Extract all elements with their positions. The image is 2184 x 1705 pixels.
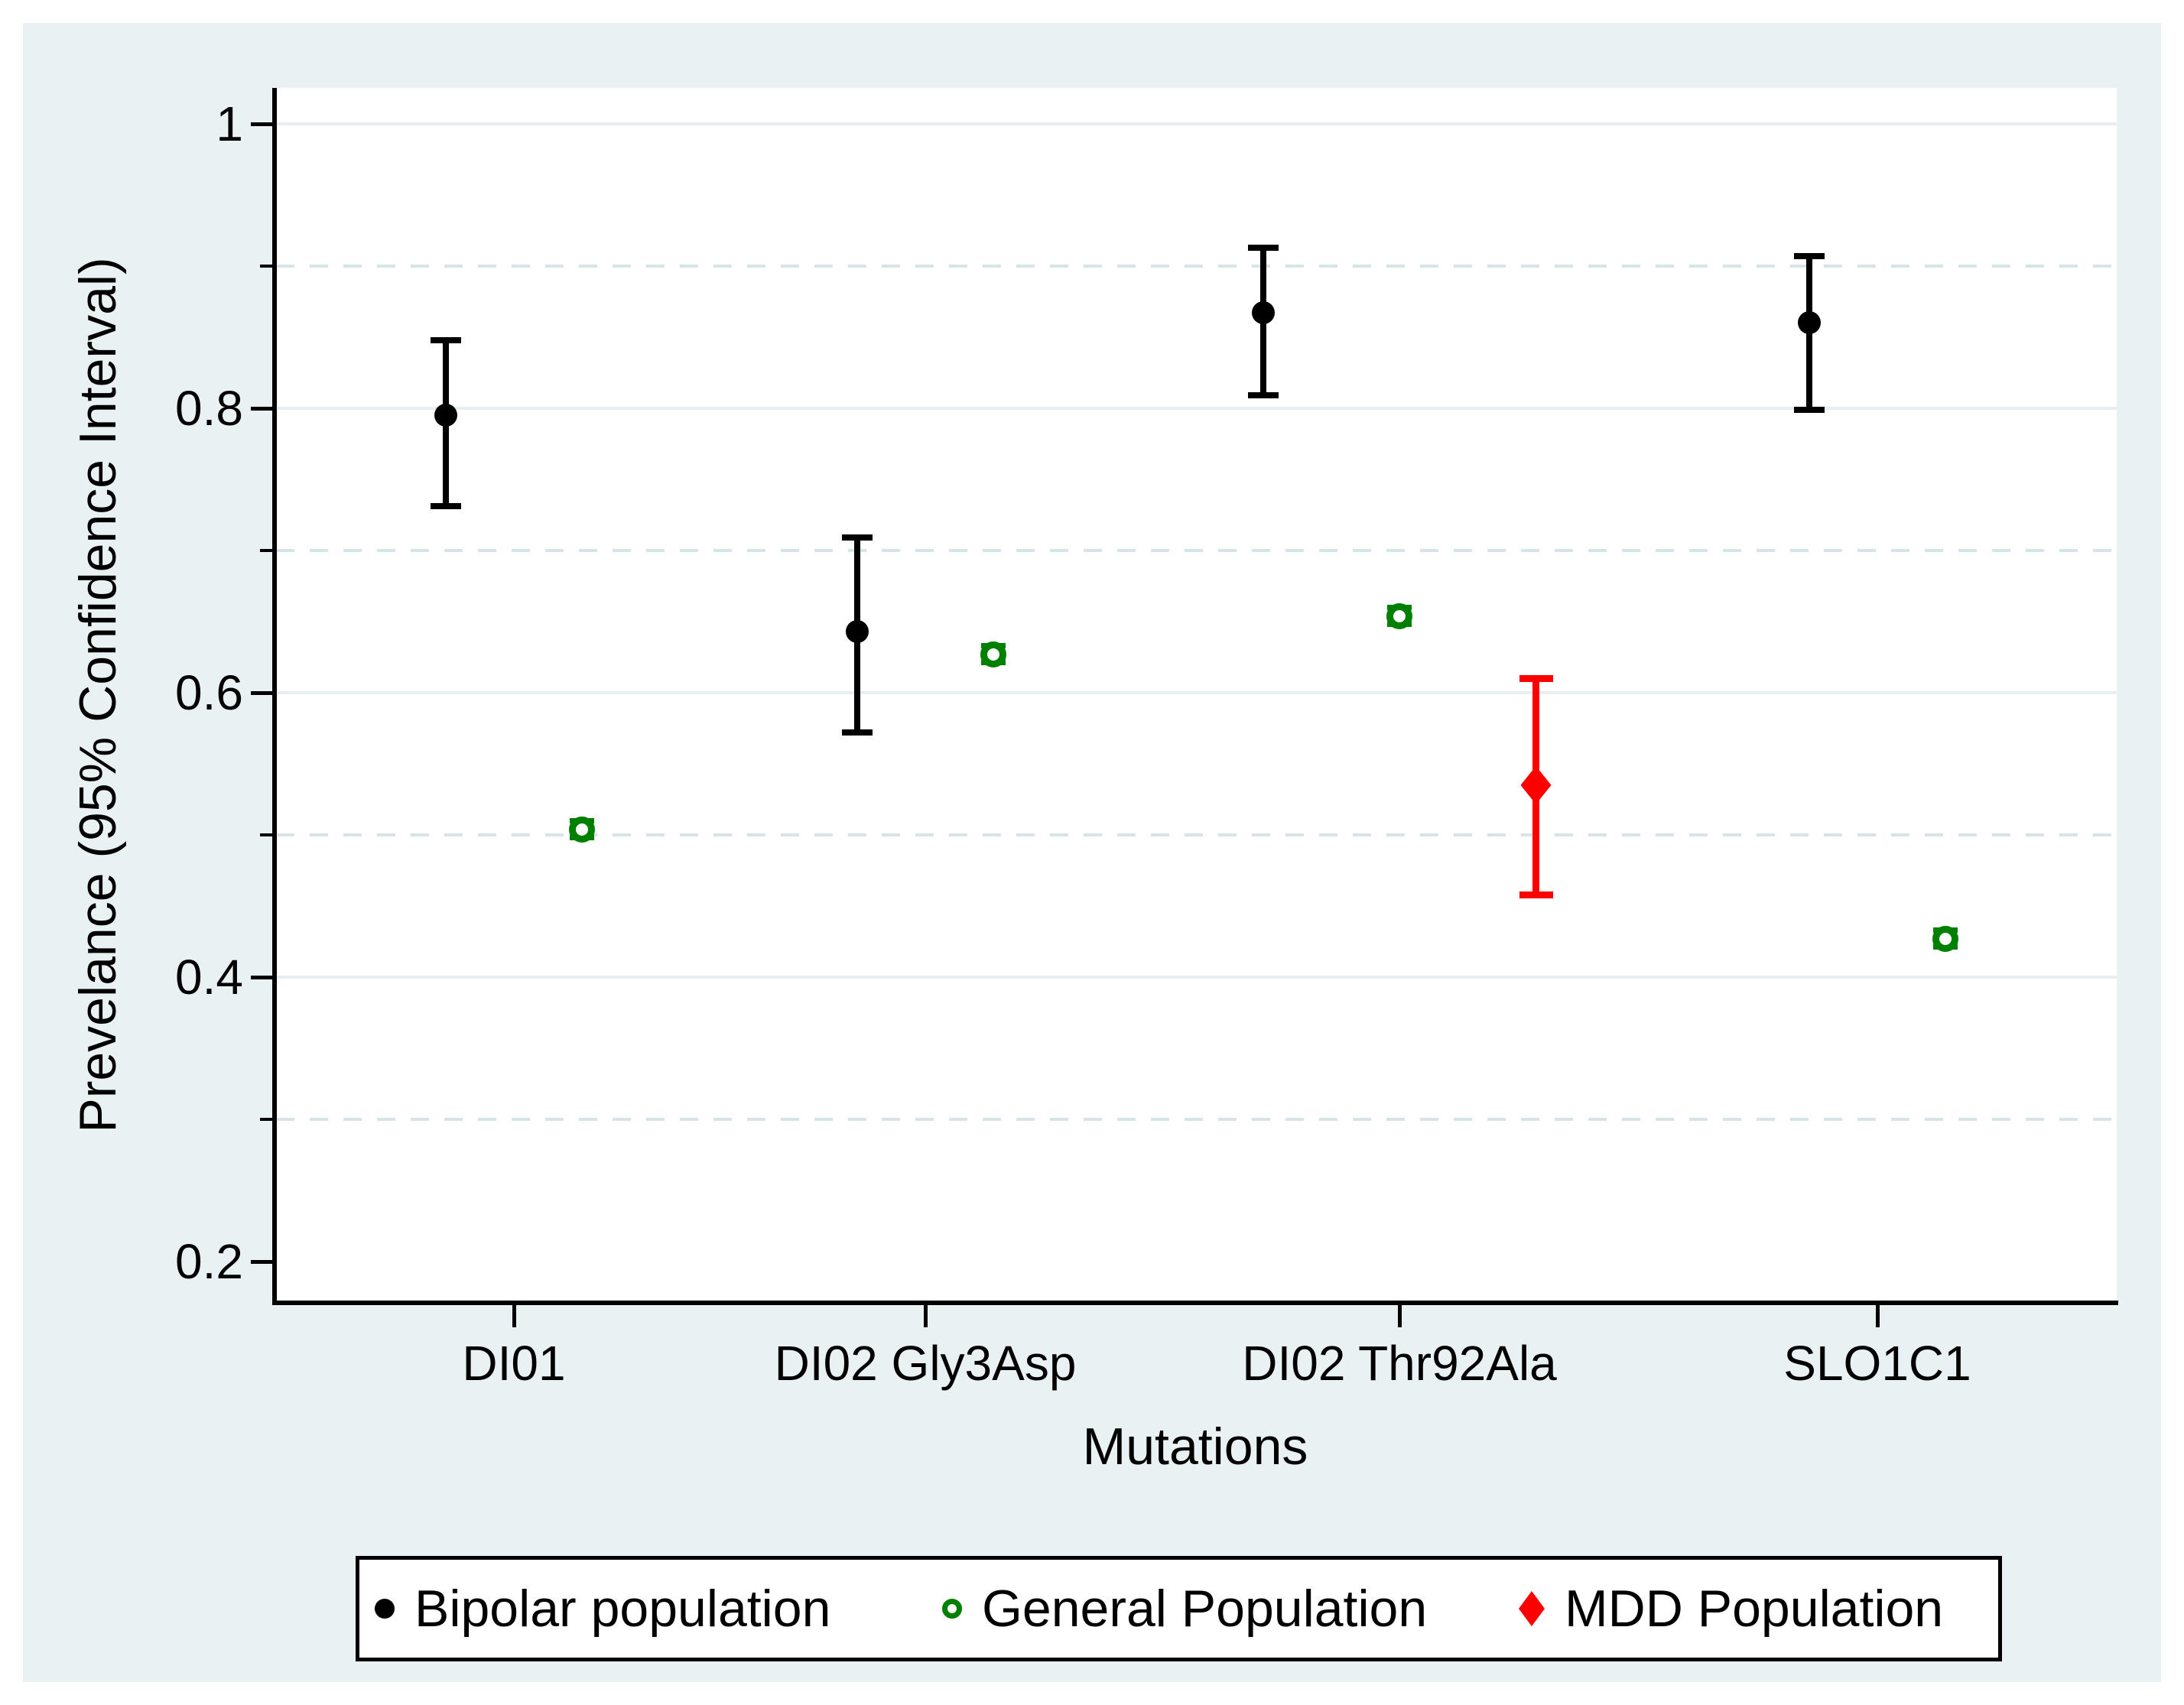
gridline-dashed bbox=[276, 265, 2117, 268]
error-bar-cap-upper bbox=[1519, 674, 1553, 682]
gridline-solid bbox=[276, 407, 2117, 410]
gridline-solid bbox=[276, 691, 2117, 694]
legend: Bipolar population General Population MD… bbox=[356, 1556, 2002, 1661]
y-axis-title: Prevelance (95% Confidence Interval) bbox=[69, 257, 127, 1133]
y-axis-line bbox=[272, 88, 277, 1305]
open-circle-icon bbox=[942, 1599, 962, 1619]
y-axis-minor-tick bbox=[260, 265, 272, 268]
legend-label-mdd: MDD Population bbox=[1565, 1580, 1944, 1638]
x-axis-title: Mutations bbox=[1082, 1418, 1308, 1476]
y-axis-tick-label: 0.6 bbox=[175, 665, 243, 720]
legend-item-bipolar: Bipolar population bbox=[375, 1560, 830, 1658]
x-axis-tick bbox=[1876, 1304, 1880, 1327]
data-point-open-circle bbox=[569, 816, 596, 843]
gridline-dashed bbox=[276, 549, 2117, 552]
x-axis-tick bbox=[512, 1304, 516, 1327]
error-bar-cap-lower bbox=[430, 503, 461, 510]
error-bar-cap-upper bbox=[430, 336, 461, 343]
y-axis-major-tick bbox=[251, 691, 272, 695]
data-point-open-circle bbox=[1386, 602, 1412, 629]
data-point-open-circle bbox=[1932, 925, 1959, 952]
y-axis-tick-label: 0.8 bbox=[175, 381, 243, 436]
error-bar-cap-upper bbox=[1793, 252, 1825, 259]
gridline-dashed bbox=[276, 833, 2117, 836]
x-axis-line bbox=[272, 1301, 2118, 1305]
y-axis-tick-label: 0.4 bbox=[175, 950, 243, 1005]
y-axis-minor-tick bbox=[260, 1118, 272, 1121]
gridline-solid bbox=[276, 976, 2117, 979]
error-bar-cap-lower bbox=[841, 729, 873, 736]
data-point-filled-circle bbox=[1797, 311, 1821, 335]
legend-label-bipolar: Bipolar population bbox=[414, 1580, 831, 1638]
y-axis-major-tick bbox=[251, 1260, 272, 1264]
x-axis-category-label: DI02 Thr92Ala bbox=[1242, 1336, 1557, 1391]
error-bar-cap-lower bbox=[1793, 406, 1825, 413]
data-point-filled-circle bbox=[1251, 301, 1275, 325]
data-point-filled-circle bbox=[845, 620, 869, 644]
y-axis-tick-label: 1 bbox=[216, 96, 243, 151]
x-axis-category-label: DI01 bbox=[462, 1336, 566, 1391]
data-point-filled-circle bbox=[434, 404, 457, 427]
error-bar-cap-lower bbox=[1247, 392, 1279, 399]
legend-item-general: General Population bbox=[942, 1560, 1427, 1658]
diamond-icon bbox=[1519, 1591, 1545, 1626]
y-axis-major-tick bbox=[251, 407, 272, 411]
y-axis-major-tick bbox=[251, 976, 272, 979]
filled-circle-icon bbox=[375, 1599, 395, 1619]
y-axis-tick-label: 0.2 bbox=[175, 1234, 243, 1289]
error-bar-cap-upper bbox=[1247, 244, 1279, 251]
legend-label-general: General Population bbox=[982, 1580, 1428, 1638]
gridline-solid bbox=[276, 122, 2117, 125]
data-point-open-circle bbox=[980, 641, 1007, 667]
x-axis-category-label: DI02 Gly3Asp bbox=[774, 1336, 1077, 1391]
x-axis-category-label: SLO1C1 bbox=[1783, 1336, 1971, 1391]
y-axis-minor-tick bbox=[260, 549, 272, 552]
error-bar-cap-upper bbox=[841, 534, 873, 541]
y-axis-major-tick bbox=[251, 122, 272, 126]
gridline-dashed bbox=[276, 1118, 2117, 1121]
legend-item-mdd: MDD Population bbox=[1519, 1560, 1943, 1658]
x-axis-tick bbox=[924, 1304, 928, 1327]
error-bar-cap-lower bbox=[1519, 891, 1553, 898]
x-axis-tick bbox=[1398, 1304, 1402, 1327]
y-axis-minor-tick bbox=[260, 833, 272, 836]
